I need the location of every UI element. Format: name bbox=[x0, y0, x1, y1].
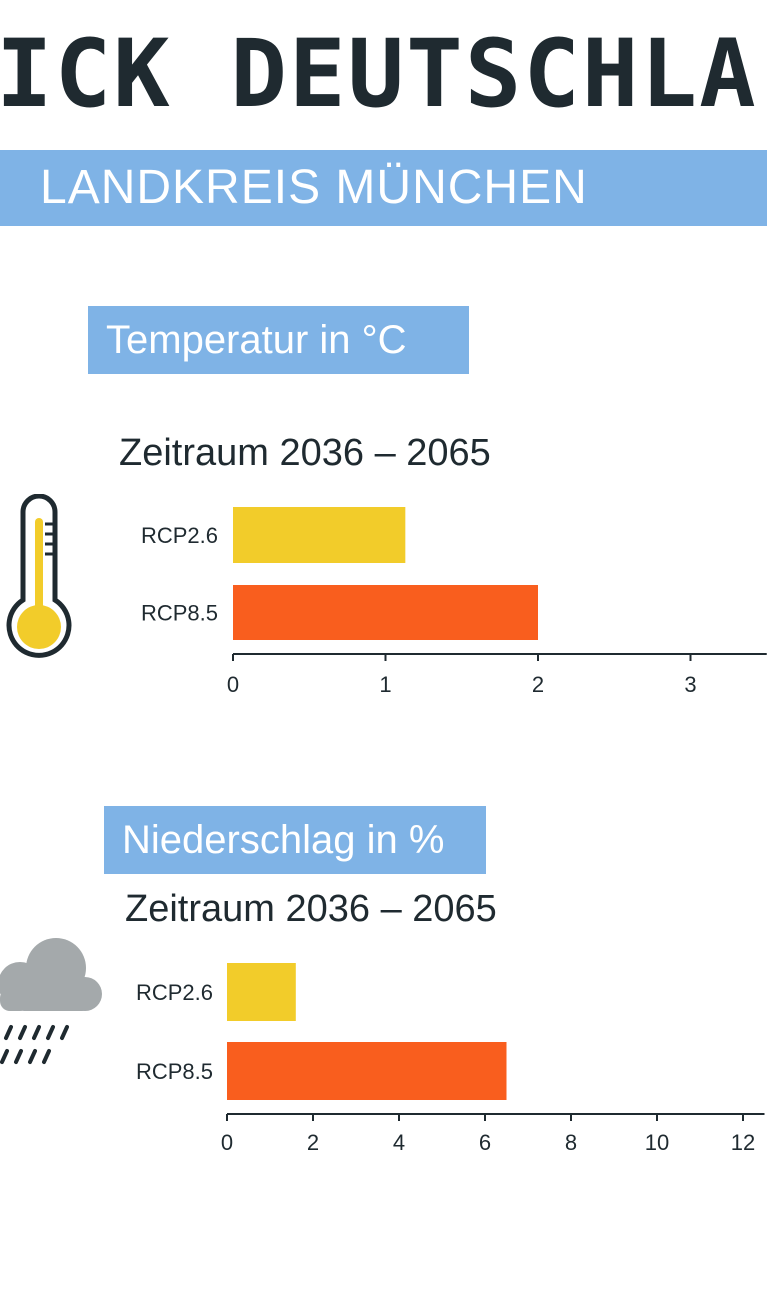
temperature-period-label: Zeitraum 2036 – 2065 bbox=[119, 432, 491, 474]
precipitation-period-label: Zeitraum 2036 – 2065 bbox=[125, 888, 497, 930]
precipitation-chart: RCP2.6 RCP8.5 0 2 4 6 8 10 12 bbox=[136, 963, 765, 1155]
region-band bbox=[0, 150, 767, 226]
page-title: ICK DEUTSCHLA bbox=[0, 20, 758, 129]
rain-tick-label: 4 bbox=[393, 1130, 405, 1155]
rain-tick-label: 12 bbox=[731, 1130, 755, 1155]
temp-tick-label: 3 bbox=[684, 672, 696, 697]
rain-category-label: RCP8.5 bbox=[136, 1059, 213, 1084]
precipitation-chart-title: Niederschlag in % bbox=[104, 806, 486, 874]
temp-tick-label: 0 bbox=[227, 672, 239, 697]
rain-bar-rcp85 bbox=[227, 1042, 507, 1100]
temp-bar-rcp85 bbox=[233, 585, 538, 640]
rain-tick-label: 6 bbox=[479, 1130, 491, 1155]
temp-category-label: RCP2.6 bbox=[141, 523, 218, 548]
rain-tick-label: 2 bbox=[307, 1130, 319, 1155]
rain-category-label: RCP2.6 bbox=[136, 980, 213, 1005]
rain-tick-label: 8 bbox=[565, 1130, 577, 1155]
temperature-chart: RCP2.6 RCP8.5 0 1 2 3 bbox=[141, 507, 767, 697]
temperature-chart-title: Temperatur in °C bbox=[88, 306, 469, 374]
temp-bar-rcp26 bbox=[233, 507, 406, 563]
rain-cloud-icon bbox=[0, 938, 102, 1064]
rain-tick-label: 0 bbox=[221, 1130, 233, 1155]
temp-tick-label: 2 bbox=[532, 672, 544, 697]
thermometer-icon bbox=[6, 494, 72, 658]
rain-bar-rcp26 bbox=[227, 963, 296, 1021]
rain-tick-label: 10 bbox=[645, 1130, 669, 1155]
region-title: LANDKREIS MÜNCHEN bbox=[40, 161, 588, 214]
temp-tick-label: 1 bbox=[379, 672, 391, 697]
temp-category-label: RCP8.5 bbox=[141, 601, 218, 626]
